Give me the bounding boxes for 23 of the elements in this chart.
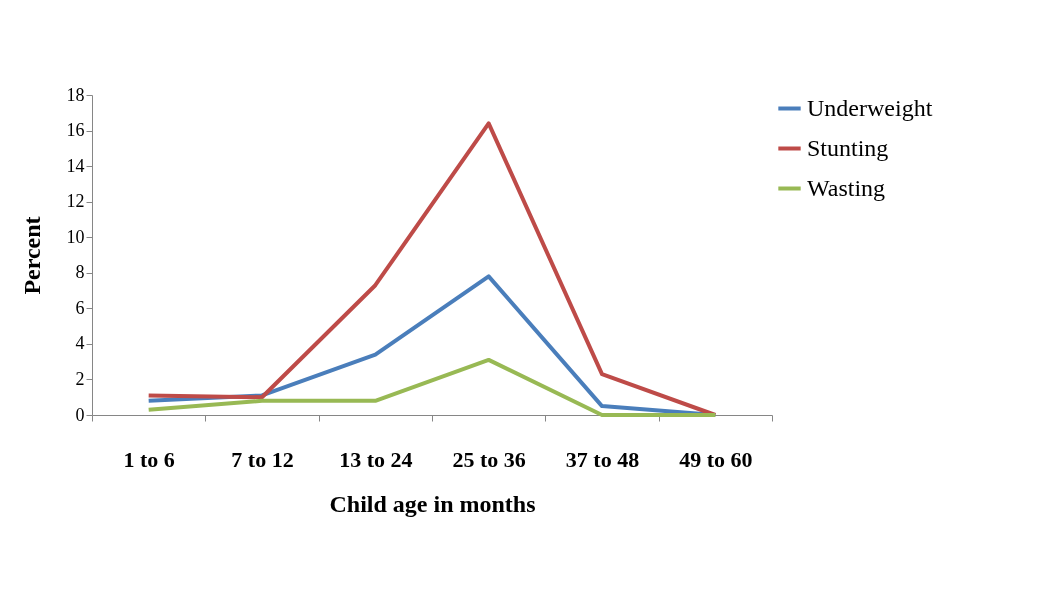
y-tick-label: 10 — [66, 226, 85, 247]
y-tick-label: 12 — [66, 191, 85, 212]
y-tick-label: 0 — [75, 404, 85, 425]
x-tick-label: 1 to 6 — [123, 446, 175, 472]
y-tick-label: 2 — [75, 368, 85, 389]
x-tick-label: 25 to 36 — [452, 446, 526, 472]
y-tick-label: 16 — [66, 120, 85, 141]
legend-label: Wasting — [807, 174, 886, 201]
y-axis-title: Percent — [18, 216, 45, 295]
line-series — [146, 357, 718, 417]
legend-label: Underweight — [807, 94, 933, 121]
x-axis-title: Child age in months — [329, 490, 536, 517]
x-tick-label: 37 to 48 — [565, 446, 640, 472]
legend-label: Stunting — [807, 134, 889, 161]
y-tick-label: 8 — [75, 262, 85, 283]
line-series — [146, 121, 718, 417]
x-tick-label: 13 to 24 — [339, 446, 413, 472]
x-tick-label: 49 to 60 — [679, 446, 753, 472]
y-tick-label: 14 — [66, 155, 85, 176]
x-tick-label: 7 to 12 — [231, 446, 294, 472]
y-tick-label: 6 — [75, 297, 85, 318]
y-tick-label: 18 — [66, 84, 85, 105]
y-tick-label: 4 — [75, 333, 85, 354]
